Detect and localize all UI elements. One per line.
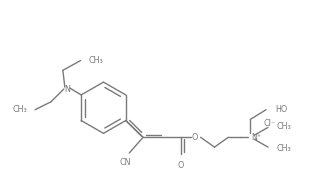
Text: CH₃: CH₃ [277, 144, 292, 153]
Text: CH₃: CH₃ [13, 105, 27, 114]
Text: N⁺: N⁺ [251, 133, 261, 142]
Text: O: O [178, 161, 184, 170]
Text: N: N [64, 85, 70, 94]
Text: Cl⁻: Cl⁻ [264, 119, 276, 128]
Text: CH₃: CH₃ [277, 122, 292, 131]
Text: CN: CN [120, 158, 131, 167]
Text: HO: HO [275, 105, 287, 114]
Text: CH₃: CH₃ [89, 56, 103, 65]
Text: O: O [192, 133, 198, 142]
